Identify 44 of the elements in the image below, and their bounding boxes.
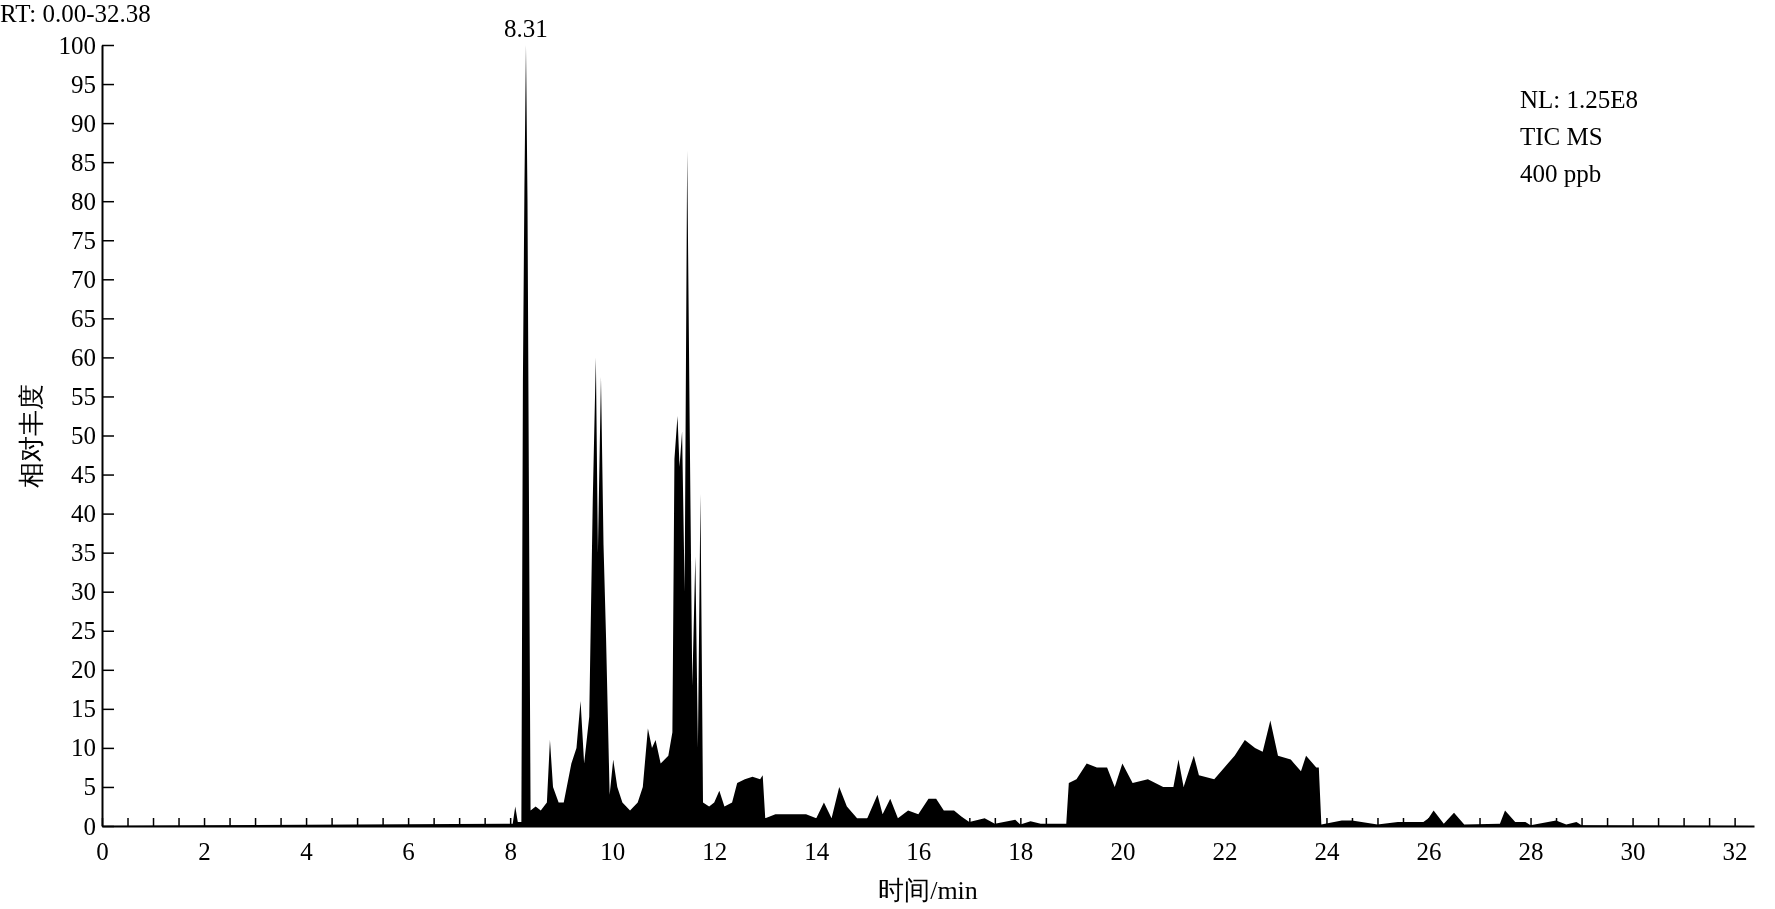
- annotation: 8.31: [504, 15, 548, 42]
- y-tick-label: 65: [71, 304, 96, 332]
- y-tick-label: 5: [83, 773, 96, 801]
- x-tick-label: 2: [198, 837, 211, 865]
- x-tick-label: 32: [1722, 837, 1748, 865]
- y-tick-label: 15: [71, 695, 96, 723]
- annotation: 400 ppb: [1520, 160, 1602, 187]
- x-tick-label: 4: [300, 837, 314, 865]
- annotation: NL: 1.25E8: [1520, 86, 1639, 113]
- y-tick-label: 60: [71, 343, 96, 371]
- y-tick-label: 95: [71, 70, 96, 98]
- y-tick-label: 70: [71, 265, 96, 293]
- y-tick-label: 35: [71, 539, 96, 567]
- x-tick-label: 10: [600, 837, 626, 865]
- y-tick-label: 85: [71, 148, 96, 176]
- x-tick-label: 22: [1212, 837, 1238, 865]
- x-tick-label: 6: [402, 837, 415, 865]
- y-tick-label: 0: [83, 812, 96, 840]
- y-axis-title: 相对丰度: [17, 383, 46, 488]
- y-tick-label: 10: [71, 734, 96, 762]
- x-axis-title: 时间/min: [878, 876, 978, 905]
- y-tick-label: 100: [58, 31, 96, 59]
- x-tick-label: 16: [906, 837, 932, 865]
- x-tick-label: 20: [1110, 837, 1136, 865]
- annotation: TIC MS: [1520, 123, 1603, 150]
- x-tick-label: 8: [504, 837, 517, 865]
- y-tick-label: 45: [71, 461, 96, 489]
- x-tick-label: 18: [1008, 837, 1034, 865]
- x-tick-label: 12: [702, 837, 728, 865]
- y-tick-label: 90: [71, 109, 96, 137]
- x-tick-label: 28: [1518, 837, 1544, 865]
- y-tick-label: 75: [71, 226, 96, 254]
- y-tick-label: 40: [71, 500, 96, 528]
- y-tick-label: 55: [71, 382, 96, 410]
- y-tick-label: 20: [71, 656, 96, 684]
- x-tick-label: 14: [804, 837, 830, 865]
- y-tick-label: 25: [71, 617, 96, 645]
- y-tick-label: 80: [71, 187, 96, 215]
- y-tick-label: 50: [71, 422, 96, 449]
- chart-title: RT: 0.00-32.38: [0, 0, 151, 27]
- x-tick-label: 30: [1620, 837, 1646, 865]
- x-tick-label: 26: [1416, 837, 1442, 865]
- x-tick-label: 24: [1314, 837, 1340, 865]
- y-tick-label: 30: [71, 578, 96, 606]
